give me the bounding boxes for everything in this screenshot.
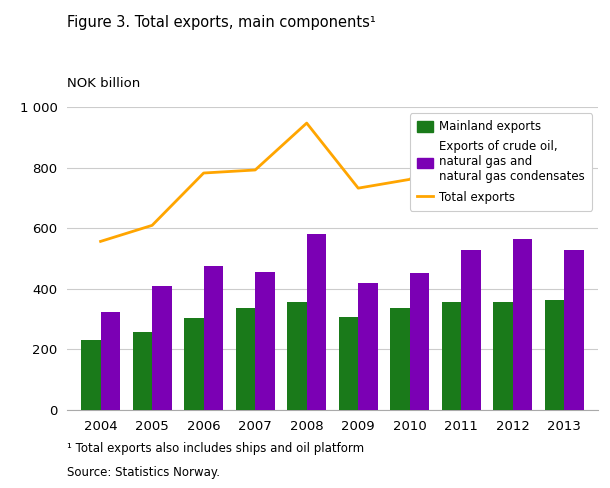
Bar: [358, 284, 378, 410]
Bar: [339, 317, 358, 410]
Bar: [235, 307, 255, 410]
Bar: [184, 318, 204, 410]
Text: ¹ Total exports also includes ships and oil platform: ¹ Total exports also includes ships and …: [67, 442, 364, 455]
Bar: [204, 266, 223, 410]
Bar: [101, 312, 120, 410]
Bar: [442, 302, 461, 410]
Bar: [81, 340, 101, 410]
Text: Figure 3. Total exports, main components¹: Figure 3. Total exports, main components…: [67, 15, 376, 30]
Text: Source: Statistics Norway.: Source: Statistics Norway.: [67, 466, 220, 479]
Bar: [410, 273, 429, 410]
Bar: [390, 307, 410, 410]
Bar: [132, 332, 152, 410]
Bar: [152, 286, 171, 410]
Bar: [287, 302, 307, 410]
Legend: Mainland exports, Exports of crude oil,
natural gas and
natural gas condensates,: Mainland exports, Exports of crude oil, …: [409, 113, 592, 211]
Bar: [513, 239, 533, 410]
Text: NOK billion: NOK billion: [67, 77, 140, 90]
Bar: [493, 302, 513, 410]
Bar: [564, 249, 584, 410]
Bar: [307, 234, 326, 410]
Bar: [461, 250, 481, 410]
Bar: [545, 301, 564, 410]
Bar: [255, 272, 274, 410]
